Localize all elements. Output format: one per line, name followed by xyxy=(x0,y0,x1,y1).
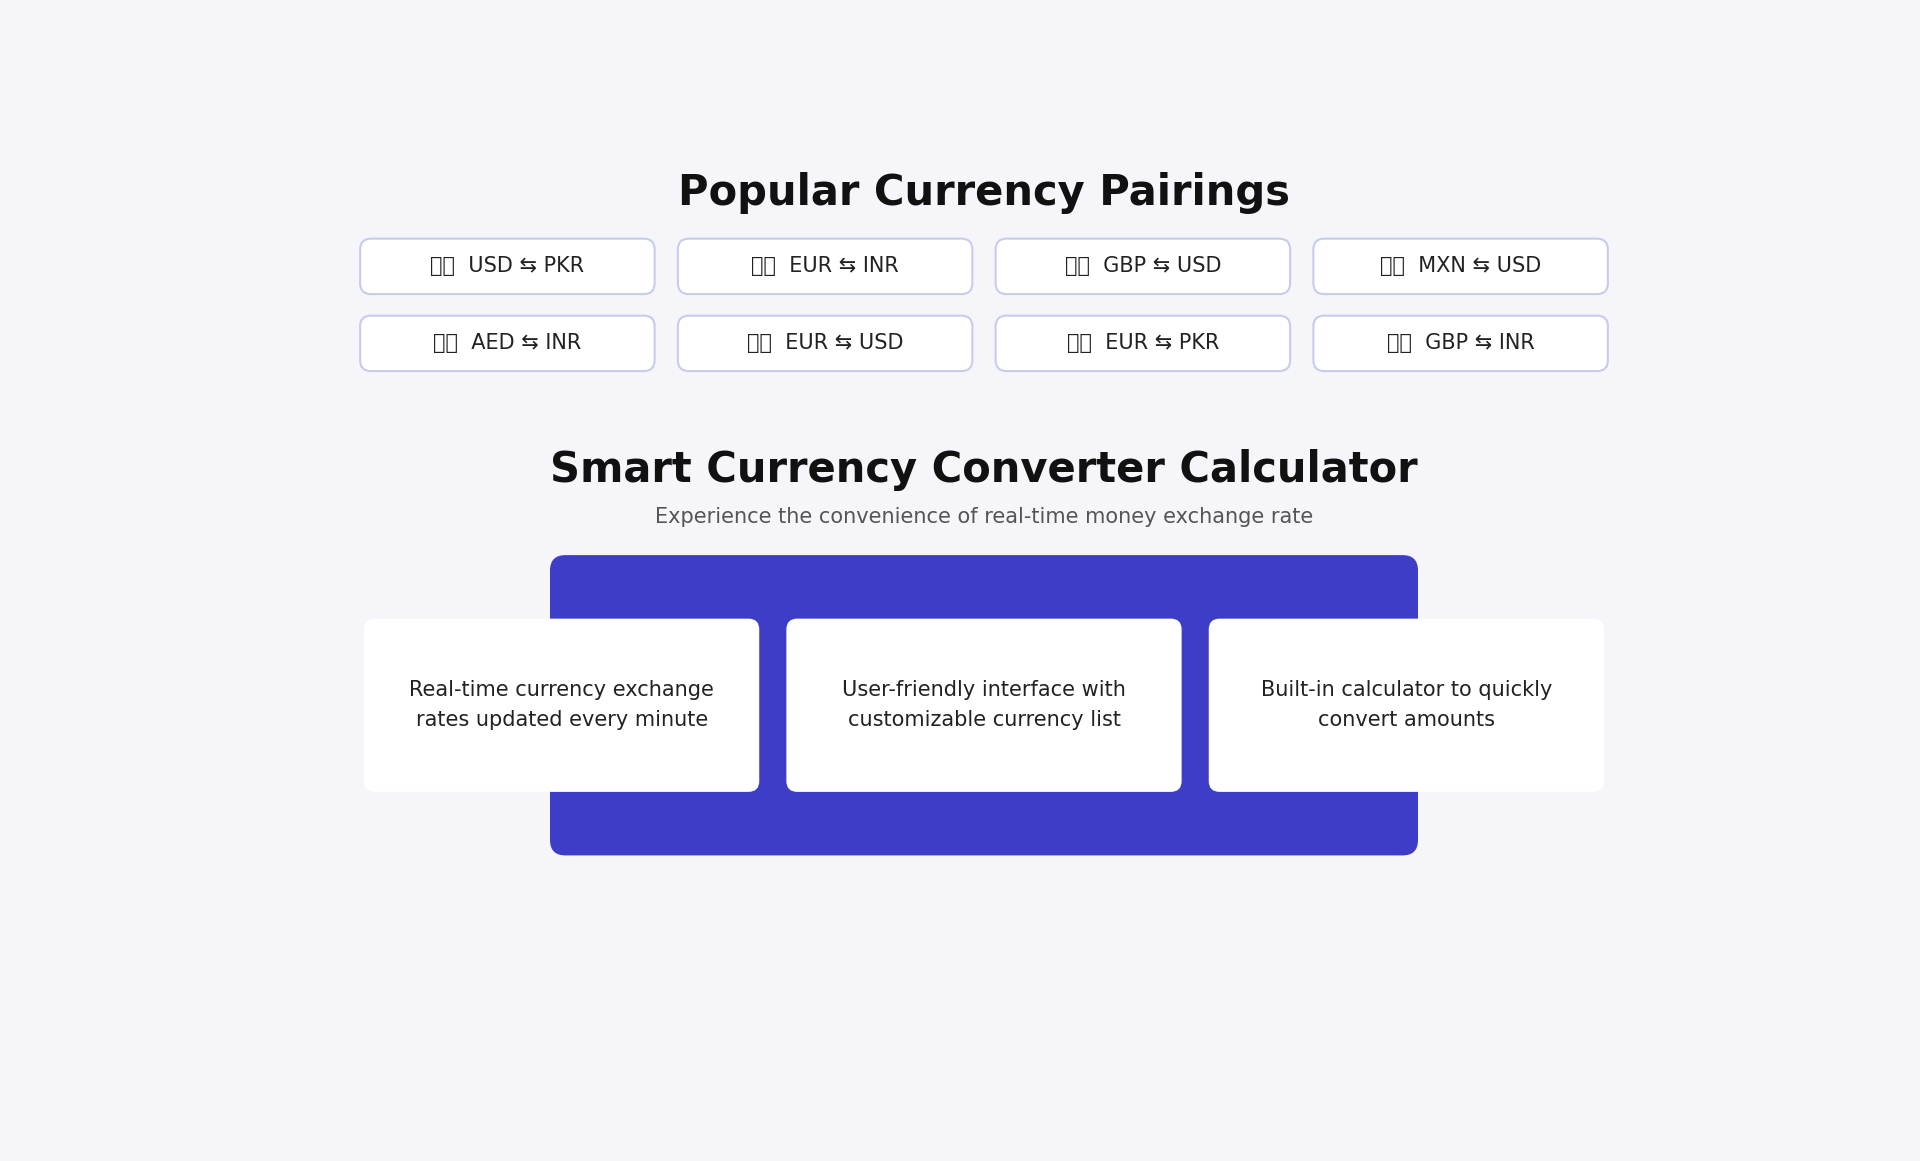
FancyBboxPatch shape xyxy=(787,619,1181,792)
Text: Built-in calculator to quickly
convert amounts: Built-in calculator to quickly convert a… xyxy=(1261,680,1551,730)
FancyBboxPatch shape xyxy=(1210,619,1603,792)
FancyBboxPatch shape xyxy=(678,239,972,294)
Text: 🇪🇺  EUR ⇆ INR: 🇪🇺 EUR ⇆ INR xyxy=(751,257,899,276)
Text: 🇲🇽  MXN ⇆ USD: 🇲🇽 MXN ⇆ USD xyxy=(1380,257,1542,276)
FancyBboxPatch shape xyxy=(678,316,972,372)
Text: 🇬🇧  GBP ⇆ INR: 🇬🇧 GBP ⇆ INR xyxy=(1386,333,1534,353)
FancyBboxPatch shape xyxy=(996,316,1290,372)
FancyBboxPatch shape xyxy=(365,619,758,792)
Text: Experience the convenience of real-time money exchange rate: Experience the convenience of real-time … xyxy=(655,506,1313,527)
Text: 🇪🇺  EUR ⇆ USD: 🇪🇺 EUR ⇆ USD xyxy=(747,333,904,353)
Text: 🇦🇪  AED ⇆ INR: 🇦🇪 AED ⇆ INR xyxy=(434,333,582,353)
FancyBboxPatch shape xyxy=(361,316,655,372)
Text: User-friendly interface with
customizable currency list: User-friendly interface with customizabl… xyxy=(843,680,1125,730)
FancyBboxPatch shape xyxy=(549,555,1419,856)
Text: 🇬🇧  GBP ⇆ USD: 🇬🇧 GBP ⇆ USD xyxy=(1064,257,1221,276)
Text: Smart Currency Converter Calculator: Smart Currency Converter Calculator xyxy=(551,449,1417,491)
Text: Real-time currency exchange
rates updated every minute: Real-time currency exchange rates update… xyxy=(409,680,714,730)
FancyBboxPatch shape xyxy=(361,239,655,294)
FancyBboxPatch shape xyxy=(240,139,1728,1033)
Text: Popular Currency Pairings: Popular Currency Pairings xyxy=(678,172,1290,215)
FancyBboxPatch shape xyxy=(996,239,1290,294)
FancyBboxPatch shape xyxy=(1313,239,1607,294)
Text: 🇺🇸  USD ⇆ PKR: 🇺🇸 USD ⇆ PKR xyxy=(430,257,584,276)
FancyBboxPatch shape xyxy=(1313,316,1607,372)
Text: 🇪🇺  EUR ⇆ PKR: 🇪🇺 EUR ⇆ PKR xyxy=(1068,333,1219,353)
